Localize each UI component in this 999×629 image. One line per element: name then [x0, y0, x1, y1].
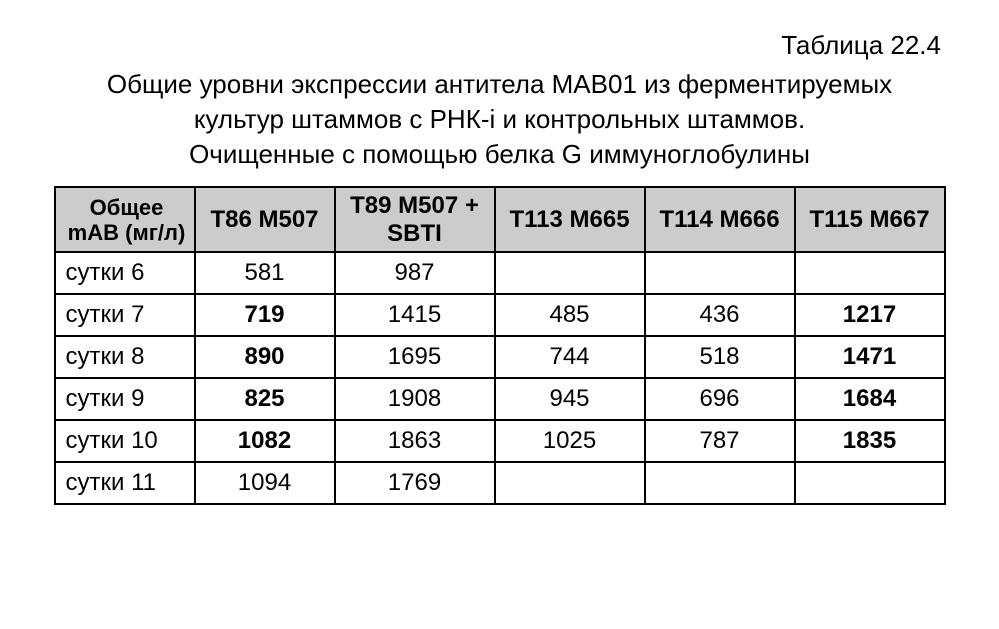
table-row: сутки 771914154854361217 [55, 294, 945, 336]
table-caption: Общие уровни экспрессии антитела MAB01 и… [18, 67, 981, 172]
row-label: сутки 7 [55, 294, 195, 336]
data-table: Общее mAB (мг/л) T86 M507 T89 M507 + SBT… [54, 186, 946, 505]
cell-value [795, 462, 945, 504]
cell-value: 581 [195, 252, 335, 294]
cell-value: 719 [195, 294, 335, 336]
cell-value: 744 [495, 336, 645, 378]
table-row: сутки 1110941769 [55, 462, 945, 504]
table-row: сутки 982519089456961684 [55, 378, 945, 420]
caption-line-3: Очищенные с помощью белка G иммуноглобул… [189, 139, 810, 169]
header-t89-line1: T89 M507 + [342, 192, 488, 220]
cell-value: 1025 [495, 420, 645, 462]
cell-value: 1415 [335, 294, 495, 336]
cell-value [495, 462, 645, 504]
cell-value [645, 462, 795, 504]
cell-value: 1471 [795, 336, 945, 378]
cell-value: 1217 [795, 294, 945, 336]
header-total-mab-line2: mAB (мг/л) [66, 220, 188, 245]
cell-value: 1082 [195, 420, 335, 462]
cell-value: 787 [645, 420, 795, 462]
caption-line-2: культур штаммов с РНК-i и контрольных шт… [194, 104, 805, 134]
header-t115-m667: T115 M667 [795, 187, 945, 252]
header-total-mab: Общее mAB (мг/л) [55, 187, 195, 252]
cell-value: 518 [645, 336, 795, 378]
cell-value [645, 252, 795, 294]
page: Таблица 22.4 Общие уровни экспрессии ант… [0, 0, 999, 629]
header-t86-m507: T86 M507 [195, 187, 335, 252]
row-label: сутки 8 [55, 336, 195, 378]
cell-value: 1908 [335, 378, 495, 420]
cell-value: 485 [495, 294, 645, 336]
cell-value: 1769 [335, 462, 495, 504]
row-label: сутки 11 [55, 462, 195, 504]
table-header-row: Общее mAB (мг/л) T86 M507 T89 M507 + SBT… [55, 187, 945, 252]
header-t113-m665: T113 M665 [495, 187, 645, 252]
caption-line-1: Общие уровни экспрессии антитела MAB01 и… [107, 69, 892, 99]
cell-value: 1684 [795, 378, 945, 420]
table-number: Таблица 22.4 [18, 30, 981, 61]
table-row: сутки 889016957445181471 [55, 336, 945, 378]
cell-value: 945 [495, 378, 645, 420]
row-label: сутки 9 [55, 378, 195, 420]
cell-value [495, 252, 645, 294]
table-body: сутки 6581987сутки 771914154854361217сут… [55, 252, 945, 504]
row-label: сутки 10 [55, 420, 195, 462]
header-t89-line2: SBTI [342, 220, 488, 248]
cell-value: 825 [195, 378, 335, 420]
table-row: сутки 6581987 [55, 252, 945, 294]
cell-value: 1835 [795, 420, 945, 462]
cell-value [795, 252, 945, 294]
cell-value: 696 [645, 378, 795, 420]
header-t114-m666: T114 M666 [645, 187, 795, 252]
cell-value: 1863 [335, 420, 495, 462]
header-total-mab-line1: Общее [66, 195, 188, 220]
cell-value: 890 [195, 336, 335, 378]
cell-value: 1094 [195, 462, 335, 504]
table-row: сутки 101082186310257871835 [55, 420, 945, 462]
cell-value: 1695 [335, 336, 495, 378]
row-label: сутки 6 [55, 252, 195, 294]
cell-value: 436 [645, 294, 795, 336]
header-t89-m507-sbti: T89 M507 + SBTI [335, 187, 495, 252]
cell-value: 987 [335, 252, 495, 294]
